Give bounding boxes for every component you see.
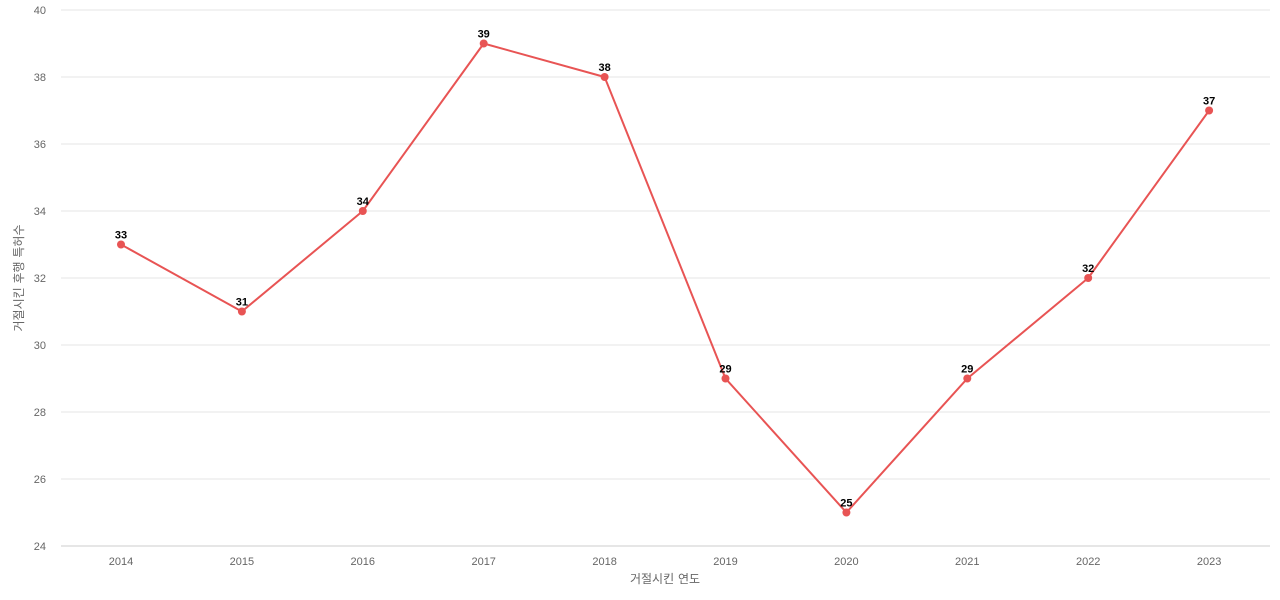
y-axis-ticks: 24 26 28 30 32 34 36 38 40: [34, 5, 46, 553]
x-tick-label: 2018: [592, 556, 616, 568]
y-tick-label: 30: [34, 340, 46, 352]
x-tick-label: 2016: [351, 556, 375, 568]
y-tick-label: 40: [34, 5, 46, 17]
x-tick-label: 2014: [109, 556, 133, 568]
data-point[interactable]: [1205, 106, 1214, 115]
data-label: 34: [357, 196, 370, 208]
data-point[interactable]: [600, 73, 609, 81]
data-label: 37: [1203, 96, 1215, 108]
x-axis-title: 거절시킨 연도: [630, 572, 700, 586]
data-label: 31: [236, 297, 248, 309]
x-tick-label: 2021: [955, 556, 979, 568]
data-point[interactable]: [963, 374, 972, 383]
x-tick-label: 2017: [471, 556, 495, 568]
series-line: [120, 42, 1210, 514]
y-tick-label: 26: [34, 474, 46, 486]
y-tick-label: 36: [34, 139, 46, 151]
y-tick-label: 38: [34, 72, 46, 84]
x-axis-ticks: 2014 2015 2016 2017 2018 2019 2020 2021 2022 2023: [109, 556, 1222, 568]
series-layer: [117, 39, 1214, 517]
data-point[interactable]: [237, 307, 246, 316]
data-label: 29: [719, 364, 731, 376]
y-tick-label: 24: [34, 541, 46, 553]
gridlines: [61, 9, 1270, 547]
data-point[interactable]: [842, 508, 851, 517]
data-point[interactable]: [479, 39, 488, 48]
y-tick-label: 32: [34, 273, 46, 285]
data-point[interactable]: [721, 374, 730, 383]
y-tick-label: 34: [34, 206, 46, 218]
data-point[interactable]: [1084, 274, 1093, 282]
x-tick-label: 2023: [1197, 556, 1221, 568]
data-label: 29: [961, 364, 973, 376]
data-point[interactable]: [358, 207, 367, 215]
data-label: 25: [840, 498, 852, 510]
data-label: 32: [1082, 263, 1094, 275]
y-tick-label: 28: [34, 407, 46, 419]
data-label: 33: [115, 230, 127, 242]
x-tick-label: 2015: [230, 556, 254, 568]
x-tick-label: 2020: [834, 556, 858, 568]
data-label: 38: [598, 62, 610, 74]
x-tick-label: 2019: [713, 556, 737, 568]
data-label: 39: [478, 29, 490, 41]
data-labels: 33 31 34 39 38 29 25 29 32 37: [115, 29, 1215, 510]
y-axis-title: 거절시킨 후행 특허수: [11, 225, 26, 332]
data-point[interactable]: [117, 240, 125, 249]
x-tick-label: 2022: [1076, 556, 1100, 568]
